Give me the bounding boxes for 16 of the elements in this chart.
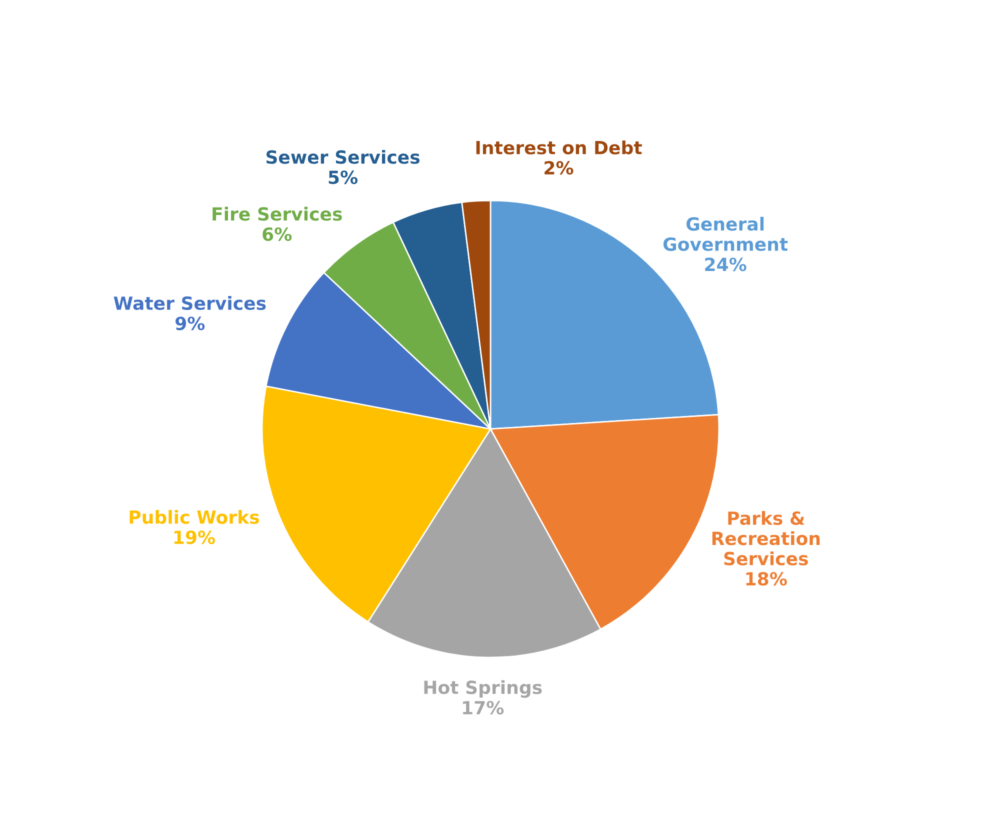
slice-label: Interest on Debt <box>476 140 642 154</box>
slice-label: General Government <box>663 216 788 252</box>
slice-label: Public Works <box>130 510 259 524</box>
slice-label: Water Services <box>114 296 266 310</box>
data-label: 9% <box>176 316 205 330</box>
data-label: 19% <box>174 530 216 544</box>
slice-label: Parks & Recreation Services <box>712 511 820 566</box>
data-label: 5% <box>328 170 358 184</box>
slice-label: Fire Services <box>212 206 342 221</box>
data-label: 17% <box>463 700 504 715</box>
data-label: 2% <box>544 160 574 175</box>
data-label: 6% <box>262 227 292 241</box>
data-label: 24% <box>705 258 746 272</box>
data-label: 18% <box>746 572 787 586</box>
slice-label: Sewer Services <box>266 150 420 164</box>
slice-label: Hot Springs <box>424 680 542 698</box>
